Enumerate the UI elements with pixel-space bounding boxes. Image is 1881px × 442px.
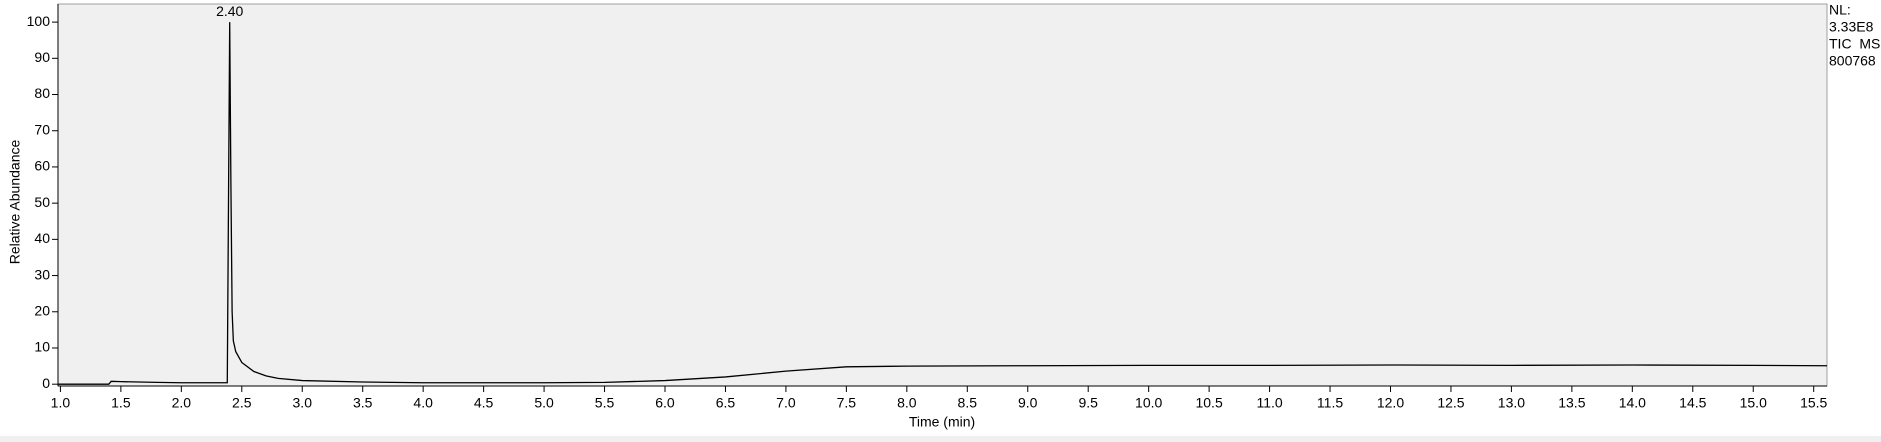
x-tick-label: 3.0 bbox=[293, 395, 313, 411]
peak-label: 2.40 bbox=[216, 3, 243, 19]
x-tick-label: 15.0 bbox=[1740, 395, 1767, 411]
x-tick-label: 12.0 bbox=[1377, 395, 1404, 411]
x-tick-label: 8.5 bbox=[958, 395, 978, 411]
y-tick-label: 50 bbox=[34, 194, 50, 210]
y-tick-label: 10 bbox=[34, 339, 50, 355]
x-tick-label: 13.5 bbox=[1558, 395, 1585, 411]
x-tick-label: 6.0 bbox=[655, 395, 675, 411]
x-tick-label: 5.0 bbox=[534, 395, 554, 411]
y-tick-label: 80 bbox=[34, 85, 50, 101]
x-tick-label: 7.5 bbox=[837, 395, 857, 411]
x-tick-label: 3.5 bbox=[353, 395, 373, 411]
x-tick-label: 14.0 bbox=[1619, 395, 1646, 411]
x-tick-label: 6.5 bbox=[716, 395, 736, 411]
y-tick-label: 40 bbox=[34, 230, 50, 246]
x-tick-label: 7.0 bbox=[776, 395, 796, 411]
x-tick-label: 8.0 bbox=[897, 395, 917, 411]
plot-area bbox=[57, 3, 1828, 387]
x-tick-label: 11.0 bbox=[1256, 395, 1282, 411]
y-tick-label: 30 bbox=[34, 266, 50, 282]
x-tick-label: 5.5 bbox=[595, 395, 615, 411]
y-tick-label: 90 bbox=[34, 49, 50, 65]
x-tick-label: 9.5 bbox=[1078, 395, 1098, 411]
x-tick-label: 11.5 bbox=[1317, 395, 1343, 411]
side-label: 800768 bbox=[1829, 53, 1876, 69]
y-tick-label: 60 bbox=[34, 158, 50, 174]
x-tick-label: 2.0 bbox=[172, 395, 192, 411]
x-axis-title: Time (min) bbox=[909, 414, 975, 430]
x-tick-label: 15.5 bbox=[1800, 395, 1827, 411]
side-label: NL: bbox=[1829, 2, 1851, 18]
trace bbox=[58, 22, 1828, 385]
x-tick-label: 1.5 bbox=[111, 395, 131, 411]
x-tick-label: 10.5 bbox=[1195, 395, 1222, 411]
x-tick-label: 12.5 bbox=[1437, 395, 1464, 411]
side-label: 3.33E8 bbox=[1829, 19, 1874, 35]
y-tick-label: 0 bbox=[42, 375, 50, 391]
x-tick-label: 2.5 bbox=[232, 395, 252, 411]
x-tick-label: 13.0 bbox=[1498, 395, 1525, 411]
x-tick-label: 4.5 bbox=[474, 395, 494, 411]
x-tick-label: 4.0 bbox=[413, 395, 433, 411]
y-tick-label: 100 bbox=[27, 13, 51, 29]
x-tick-label: 1.0 bbox=[51, 395, 71, 411]
bottom-strip bbox=[0, 436, 1881, 442]
y-axis-title: Relative Abundance bbox=[7, 140, 23, 265]
y-tick-label: 20 bbox=[34, 302, 50, 318]
x-tick-label: 9.0 bbox=[1018, 395, 1038, 411]
side-label: TIC MS bbox=[1829, 36, 1880, 52]
x-tick-label: 10.0 bbox=[1135, 395, 1162, 411]
x-tick-label: 14.5 bbox=[1679, 395, 1706, 411]
y-tick-label: 70 bbox=[34, 121, 50, 137]
